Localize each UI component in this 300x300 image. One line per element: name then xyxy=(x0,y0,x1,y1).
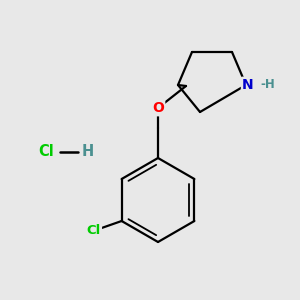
Text: Cl: Cl xyxy=(86,224,101,238)
Text: H: H xyxy=(82,145,94,160)
Text: -H: -H xyxy=(260,77,275,91)
Text: O: O xyxy=(152,101,164,115)
Text: Cl: Cl xyxy=(38,145,54,160)
Text: N: N xyxy=(242,78,254,92)
